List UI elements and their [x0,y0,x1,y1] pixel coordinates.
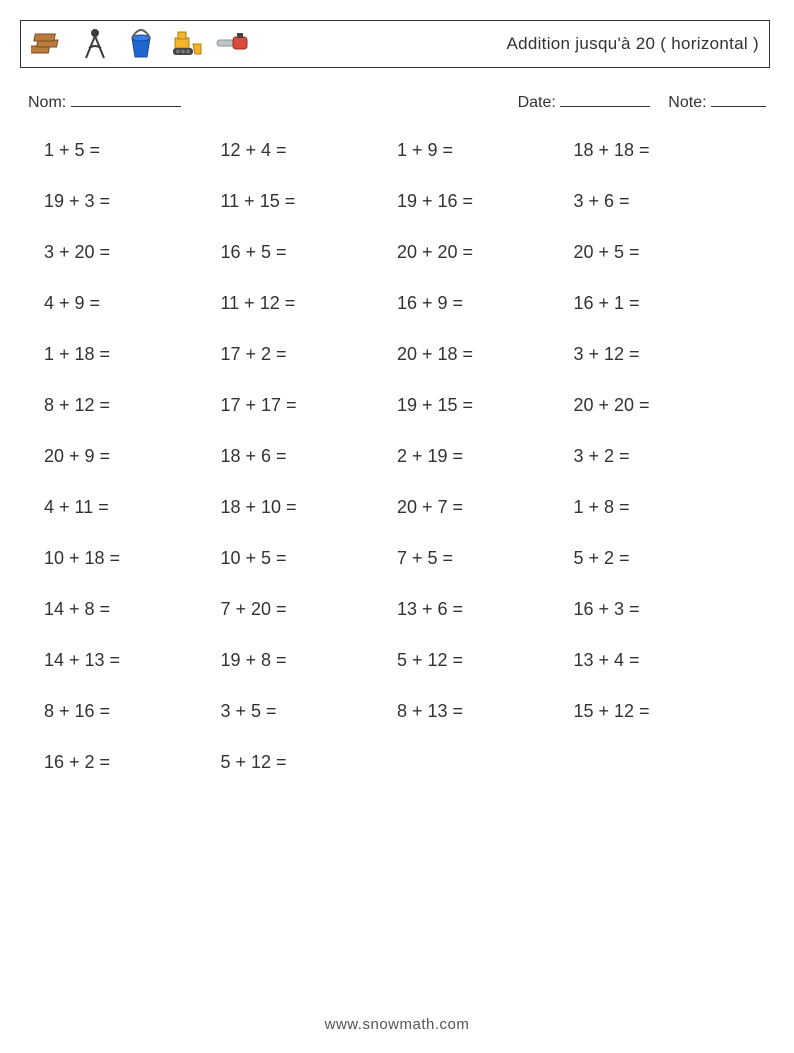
problem: 3 + 2 = [574,446,751,467]
problem: 20 + 5 = [574,242,751,263]
problem: 17 + 17 = [221,395,398,416]
problems-grid: 1 + 5 =12 + 4 =1 + 9 =18 + 18 =19 + 3 =1… [44,140,750,773]
problem: 16 + 2 = [44,752,221,773]
problem: 10 + 18 = [44,548,221,569]
problem: 3 + 6 = [574,191,751,212]
planks-icon [31,26,67,62]
problem: 16 + 1 = [574,293,751,314]
problem: 8 + 13 = [397,701,574,722]
date-field: Date: [518,92,651,112]
problem: 20 + 20 = [574,395,751,416]
problem: 19 + 8 = [221,650,398,671]
meta-row: Nom: Date: Note: [28,92,766,112]
problem: 20 + 18 = [397,344,574,365]
problem: 13 + 4 = [574,650,751,671]
problem: 13 + 6 = [397,599,574,620]
footer-text: www.snowmath.com [0,1016,794,1033]
problem: 5 + 2 = [574,548,751,569]
problem: 3 + 5 = [221,701,398,722]
meta-right: Date: Note: [518,92,766,112]
problem: 1 + 8 = [574,497,751,518]
problem: 16 + 5 = [221,242,398,263]
bucket-icon [123,26,159,62]
date-label: Date: [518,94,556,111]
problem: 3 + 20 = [44,242,221,263]
note-label: Note: [668,94,706,111]
problem: 18 + 18 = [574,140,751,161]
name-label: Nom: [28,94,66,111]
problem: 1 + 18 = [44,344,221,365]
problem: 11 + 12 = [221,293,398,314]
problem: 14 + 13 = [44,650,221,671]
problem: 20 + 9 = [44,446,221,467]
worksheet-title: Addition jusqu'à 20 ( horizontal ) [506,34,759,54]
problem: 19 + 16 = [397,191,574,212]
problem: 20 + 7 = [397,497,574,518]
problem: 15 + 12 = [574,701,751,722]
header-box: Addition jusqu'à 20 ( horizontal ) [20,20,770,68]
note-field: Note: [668,92,766,112]
problem: 12 + 4 = [221,140,398,161]
problem: 2 + 19 = [397,446,574,467]
problem: 11 + 15 = [221,191,398,212]
compass-icon [77,26,113,62]
problem: 14 + 8 = [44,599,221,620]
problem: 8 + 12 = [44,395,221,416]
problem: 10 + 5 = [221,548,398,569]
problem: 1 + 9 = [397,140,574,161]
bulldozer-icon [169,26,205,62]
problem: 8 + 16 = [44,701,221,722]
date-blank[interactable] [560,92,650,107]
problem: 18 + 10 = [221,497,398,518]
worksheet-page: Addition jusqu'à 20 ( horizontal ) Nom: … [0,0,794,1053]
problem: 7 + 20 = [221,599,398,620]
problem: 4 + 9 = [44,293,221,314]
problem: 7 + 5 = [397,548,574,569]
problem: 17 + 2 = [221,344,398,365]
problem: 18 + 6 = [221,446,398,467]
name-field: Nom: [28,92,181,112]
name-blank[interactable] [71,92,181,107]
problem: 4 + 11 = [44,497,221,518]
problem: 5 + 12 = [397,650,574,671]
problem: 1 + 5 = [44,140,221,161]
problem: 3 + 12 = [574,344,751,365]
problem: 19 + 15 = [397,395,574,416]
problem: 16 + 9 = [397,293,574,314]
note-blank[interactable] [711,92,766,107]
problem: 19 + 3 = [44,191,221,212]
chainsaw-icon [215,26,251,62]
problem: 20 + 20 = [397,242,574,263]
header-icons [31,26,251,62]
meta-left: Nom: [28,92,181,112]
problem: 16 + 3 = [574,599,751,620]
problem: 5 + 12 = [221,752,398,773]
